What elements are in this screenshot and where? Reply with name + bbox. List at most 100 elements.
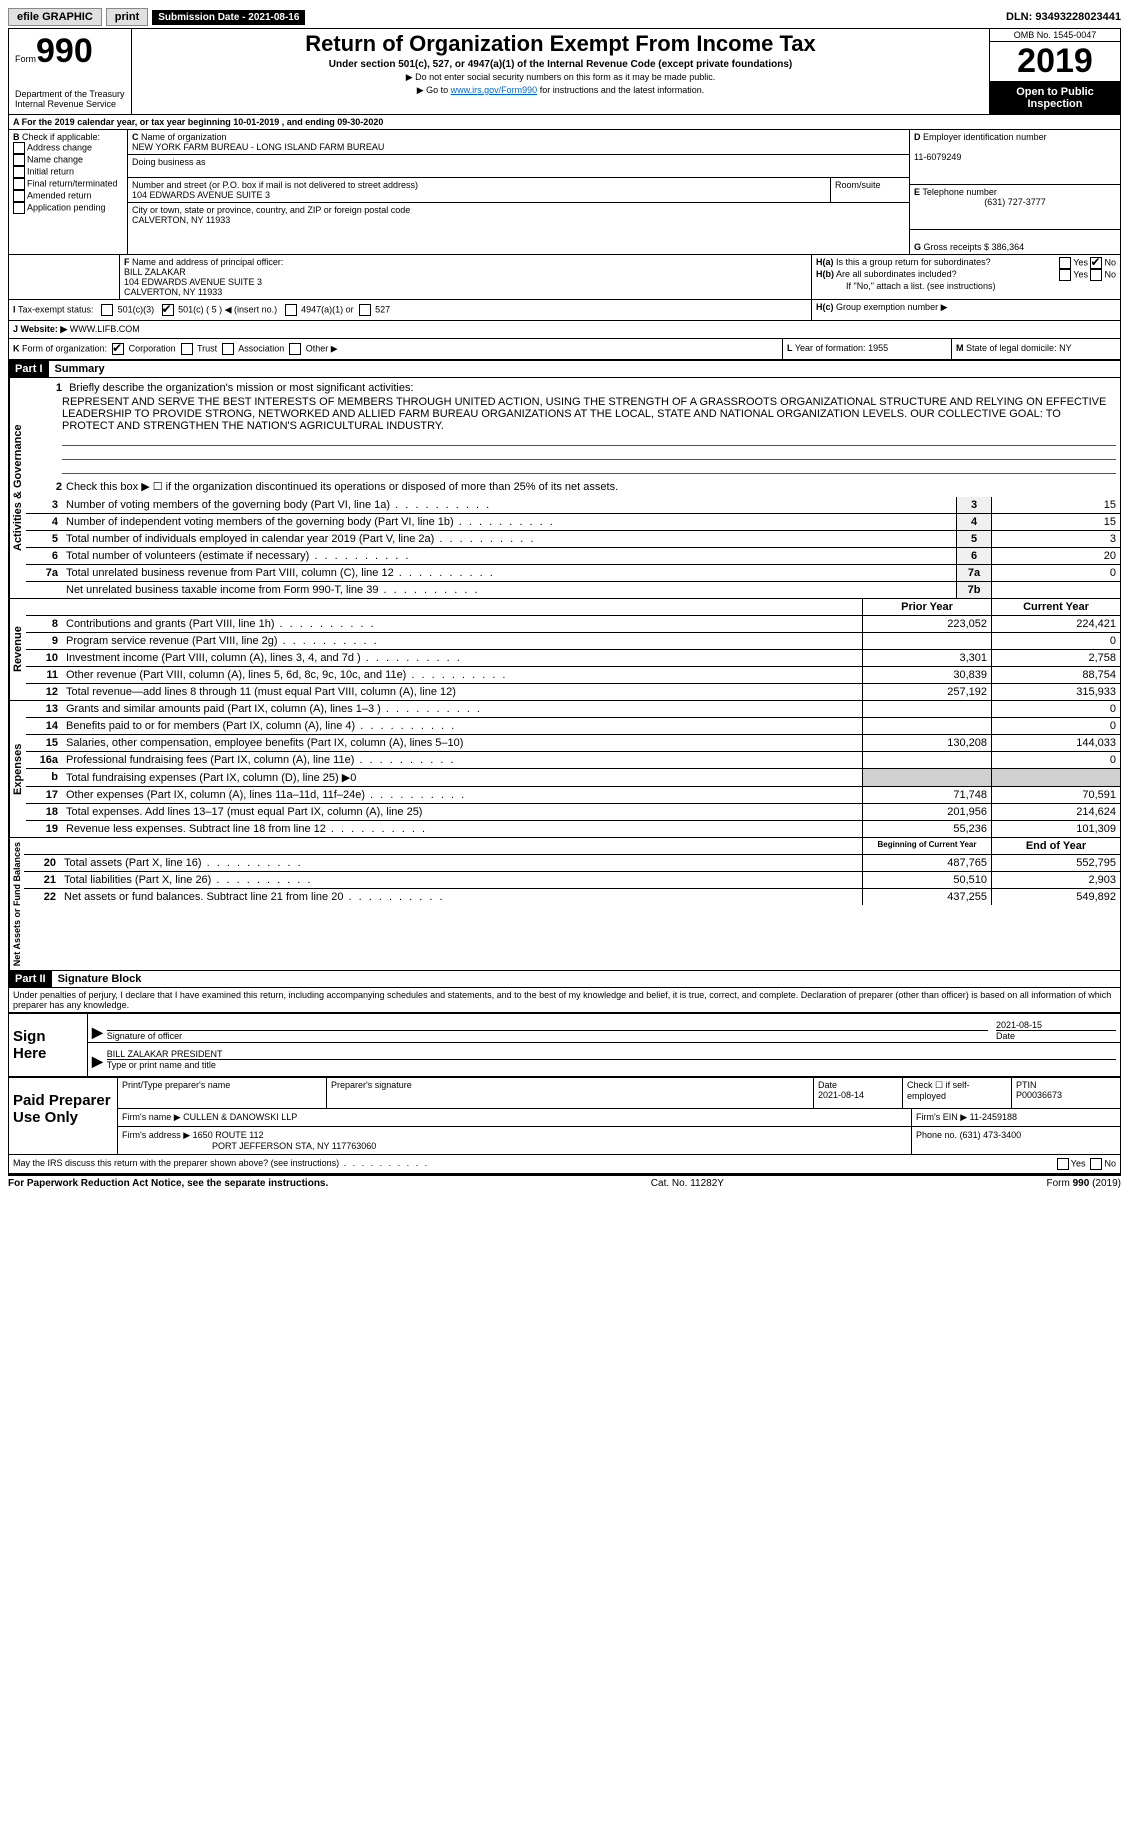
p19: 55,236 bbox=[862, 821, 991, 837]
section-f: F Name and address of principal officer:… bbox=[120, 255, 811, 299]
checkbox-ha-no[interactable] bbox=[1090, 257, 1102, 269]
checkbox-final-return[interactable] bbox=[13, 178, 25, 190]
c19: 101,309 bbox=[991, 821, 1120, 837]
self-employed: Check ☐ if self-employed bbox=[903, 1078, 1012, 1108]
website: WWW.LIFB.COM bbox=[70, 324, 140, 334]
line11: Other revenue (Part VIII, column (A), li… bbox=[62, 667, 862, 683]
line7b: Net unrelated business taxable income fr… bbox=[62, 582, 956, 598]
section-l: L Year of formation: 1955 bbox=[782, 339, 951, 359]
line21: Total liabilities (Part X, line 26) bbox=[60, 872, 862, 888]
label-expenses: Expenses bbox=[9, 701, 26, 837]
checkbox-discuss-no[interactable] bbox=[1090, 1158, 1102, 1170]
checkbox-amended[interactable] bbox=[13, 190, 25, 202]
line16b: Total fundraising expenses (Part IX, col… bbox=[62, 769, 862, 786]
line3: Number of voting members of the governin… bbox=[62, 497, 956, 513]
val-7b bbox=[991, 582, 1120, 598]
p9 bbox=[862, 633, 991, 649]
efile-button[interactable]: efile GRAPHIC bbox=[8, 8, 102, 26]
note-goto-post: for instructions and the latest informat… bbox=[537, 85, 704, 95]
section-k: K Form of organization: Corporation Trus… bbox=[9, 339, 782, 359]
arrow-icon: ▶ bbox=[92, 1024, 103, 1041]
dln: DLN: 93493228023441 bbox=[1006, 11, 1121, 23]
print-button[interactable]: print bbox=[106, 8, 148, 26]
checkbox-initial-return[interactable] bbox=[13, 166, 25, 178]
line14: Benefits paid to or for members (Part IX… bbox=[62, 718, 862, 734]
checkbox-527[interactable] bbox=[359, 304, 371, 316]
part1-header: Part ISummary bbox=[9, 360, 1120, 378]
form-container: Form990 Department of the Treasury Inter… bbox=[8, 28, 1121, 1174]
line-a: A For the 2019 calendar year, or tax yea… bbox=[9, 115, 1120, 130]
c12: 315,933 bbox=[991, 684, 1120, 700]
p15: 130,208 bbox=[862, 735, 991, 751]
hdr-prior-year: Prior Year bbox=[862, 599, 991, 615]
line12: Total revenue—add lines 8 through 11 (mu… bbox=[62, 684, 862, 700]
checkbox-address-change[interactable] bbox=[13, 142, 25, 154]
part2-header: Part IISignature Block bbox=[9, 970, 1120, 988]
line9: Program service revenue (Part VIII, line… bbox=[62, 633, 862, 649]
checkbox-assoc[interactable] bbox=[222, 343, 234, 355]
line4: Number of independent voting members of … bbox=[62, 514, 956, 530]
mission-text: REPRESENT AND SERVE THE BEST INTERESTS O… bbox=[30, 396, 1116, 432]
form-header: Form990 Department of the Treasury Inter… bbox=[9, 29, 1120, 115]
line15: Salaries, other compensation, employee b… bbox=[62, 735, 862, 751]
c13: 0 bbox=[991, 701, 1120, 717]
c16a: 0 bbox=[991, 752, 1120, 768]
officer-name: BILL ZALAKAR bbox=[124, 267, 186, 277]
val-3: 15 bbox=[991, 497, 1120, 513]
gross-receipts: 386,364 bbox=[992, 242, 1025, 252]
top-bar: efile GRAPHIC print Submission Date - 20… bbox=[8, 8, 1121, 26]
line1-label: Briefly describe the organization's miss… bbox=[69, 382, 413, 394]
checkbox-ha-yes[interactable] bbox=[1059, 257, 1071, 269]
c9: 0 bbox=[991, 633, 1120, 649]
p14 bbox=[862, 718, 991, 734]
omb-number: OMB No. 1545-0047 bbox=[990, 29, 1120, 42]
checkbox-4947[interactable] bbox=[285, 304, 297, 316]
checkbox-hb-yes[interactable] bbox=[1059, 269, 1071, 281]
b20: 487,765 bbox=[862, 855, 991, 871]
checkbox-corp[interactable] bbox=[112, 343, 124, 355]
firm-name: CULLEN & DANOWSKI LLP bbox=[183, 1112, 297, 1122]
c18: 214,624 bbox=[991, 804, 1120, 820]
p8: 223,052 bbox=[862, 616, 991, 632]
e22: 549,892 bbox=[991, 889, 1120, 905]
checkbox-hb-no[interactable] bbox=[1090, 269, 1102, 281]
section-j: J Website: ▶ WWW.LIFB.COM bbox=[9, 321, 1120, 339]
checkbox-discuss-yes[interactable] bbox=[1057, 1158, 1069, 1170]
note-ssn: ▶ Do not enter social security numbers o… bbox=[140, 72, 981, 83]
telephone: (631) 727-3777 bbox=[914, 197, 1116, 207]
line2: Check this box ▶ ☐ if the organization d… bbox=[66, 481, 618, 493]
line13: Grants and similar amounts paid (Part IX… bbox=[62, 701, 862, 717]
form-title: Return of Organization Exempt From Incom… bbox=[140, 31, 981, 57]
val-6: 20 bbox=[991, 548, 1120, 564]
section-c: C Name of organization NEW YORK FARM BUR… bbox=[128, 130, 909, 254]
val-7a: 0 bbox=[991, 565, 1120, 581]
open-to-public: Open to Public Inspection bbox=[990, 82, 1120, 114]
hdr-begin-year: Beginning of Current Year bbox=[862, 838, 991, 854]
prep-sig-label: Preparer's signature bbox=[327, 1078, 814, 1108]
checkbox-app-pending[interactable] bbox=[13, 202, 25, 214]
label-netassets: Net Assets or Fund Balances bbox=[9, 838, 24, 970]
checkbox-501c[interactable] bbox=[162, 304, 174, 316]
firm-addr: 1650 ROUTE 112 bbox=[193, 1130, 264, 1140]
checkbox-trust[interactable] bbox=[181, 343, 193, 355]
checkbox-name-change[interactable] bbox=[13, 154, 25, 166]
irs-link[interactable]: www.irs.gov/Form990 bbox=[451, 85, 538, 95]
paid-preparer-section: Paid Preparer Use Only Print/Type prepar… bbox=[9, 1076, 1120, 1154]
section-i: I Tax-exempt status: 501(c)(3) 501(c) ( … bbox=[9, 300, 811, 320]
prep-name-label: Print/Type preparer's name bbox=[118, 1078, 327, 1108]
footer-right: Form 990 (2019) bbox=[1047, 1178, 1121, 1189]
checkbox-501c3[interactable] bbox=[101, 304, 113, 316]
firm-phone: (631) 473-3400 bbox=[960, 1130, 1022, 1140]
tax-year: 2019 bbox=[990, 42, 1120, 82]
line20: Total assets (Part X, line 16) bbox=[60, 855, 862, 871]
sig-date: 2021-08-15 bbox=[996, 1020, 1042, 1030]
checkbox-other[interactable] bbox=[289, 343, 301, 355]
e21: 2,903 bbox=[991, 872, 1120, 888]
c11: 88,754 bbox=[991, 667, 1120, 683]
department: Department of the Treasury Internal Reve… bbox=[15, 89, 125, 109]
c17: 70,591 bbox=[991, 787, 1120, 803]
line7a: Total unrelated business revenue from Pa… bbox=[62, 565, 956, 581]
submission-date: Submission Date - 2021-08-16 bbox=[152, 10, 305, 25]
line8: Contributions and grants (Part VIII, lin… bbox=[62, 616, 862, 632]
p12: 257,192 bbox=[862, 684, 991, 700]
